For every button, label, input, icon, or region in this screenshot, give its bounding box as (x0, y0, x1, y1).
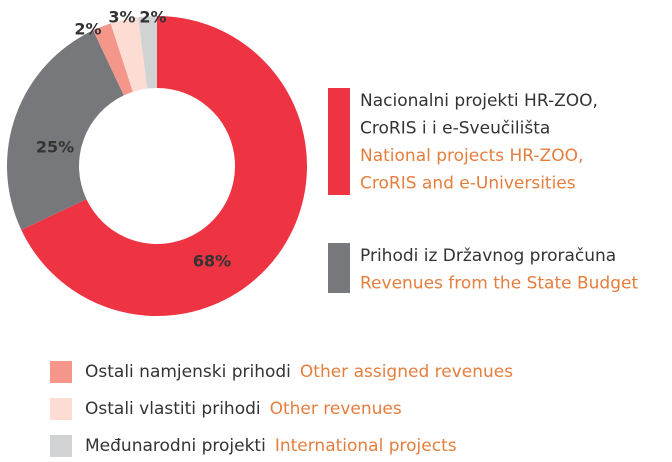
donut-segment (138, 16, 157, 89)
legend-label-english: CroRIS and e-Universities (360, 174, 576, 194)
legend-swatch (328, 243, 350, 293)
legend-label-english: National projects HR-ZOO, (360, 146, 583, 166)
legend-label: Međunarodni projekti (85, 436, 266, 456)
legend-label: Prihodi iz Državnog proračuna (360, 246, 616, 266)
donut-segment (110, 17, 148, 92)
value-label: 68% (193, 252, 231, 271)
legend-label: CroRIS i i e-Sveučilišta (360, 119, 550, 139)
donut-segment (6, 30, 124, 230)
value-label: 3% (108, 8, 135, 27)
value-label: 2% (139, 8, 166, 27)
donut-segment (21, 16, 308, 317)
legend-label-english: Other revenues (270, 399, 402, 419)
value-label: 2% (74, 20, 101, 39)
legend-label: Ostali namjenski prihodi (85, 362, 291, 382)
legend-label: Nacionalni projekti HR-ZOO, (360, 91, 598, 111)
legend-swatch (328, 88, 350, 195)
legend-label-english: International projects (275, 436, 457, 456)
legend-label-english: Revenues from the State Budget (360, 274, 638, 294)
donut-segment (93, 23, 133, 96)
legend-swatch (50, 435, 72, 457)
value-label: 25% (36, 138, 74, 157)
legend-swatch (50, 361, 72, 383)
legend-swatch (50, 398, 72, 420)
legend-label: Ostali vlastiti prihodi (85, 399, 261, 419)
legend-label-english: Other assigned revenues (300, 362, 513, 382)
